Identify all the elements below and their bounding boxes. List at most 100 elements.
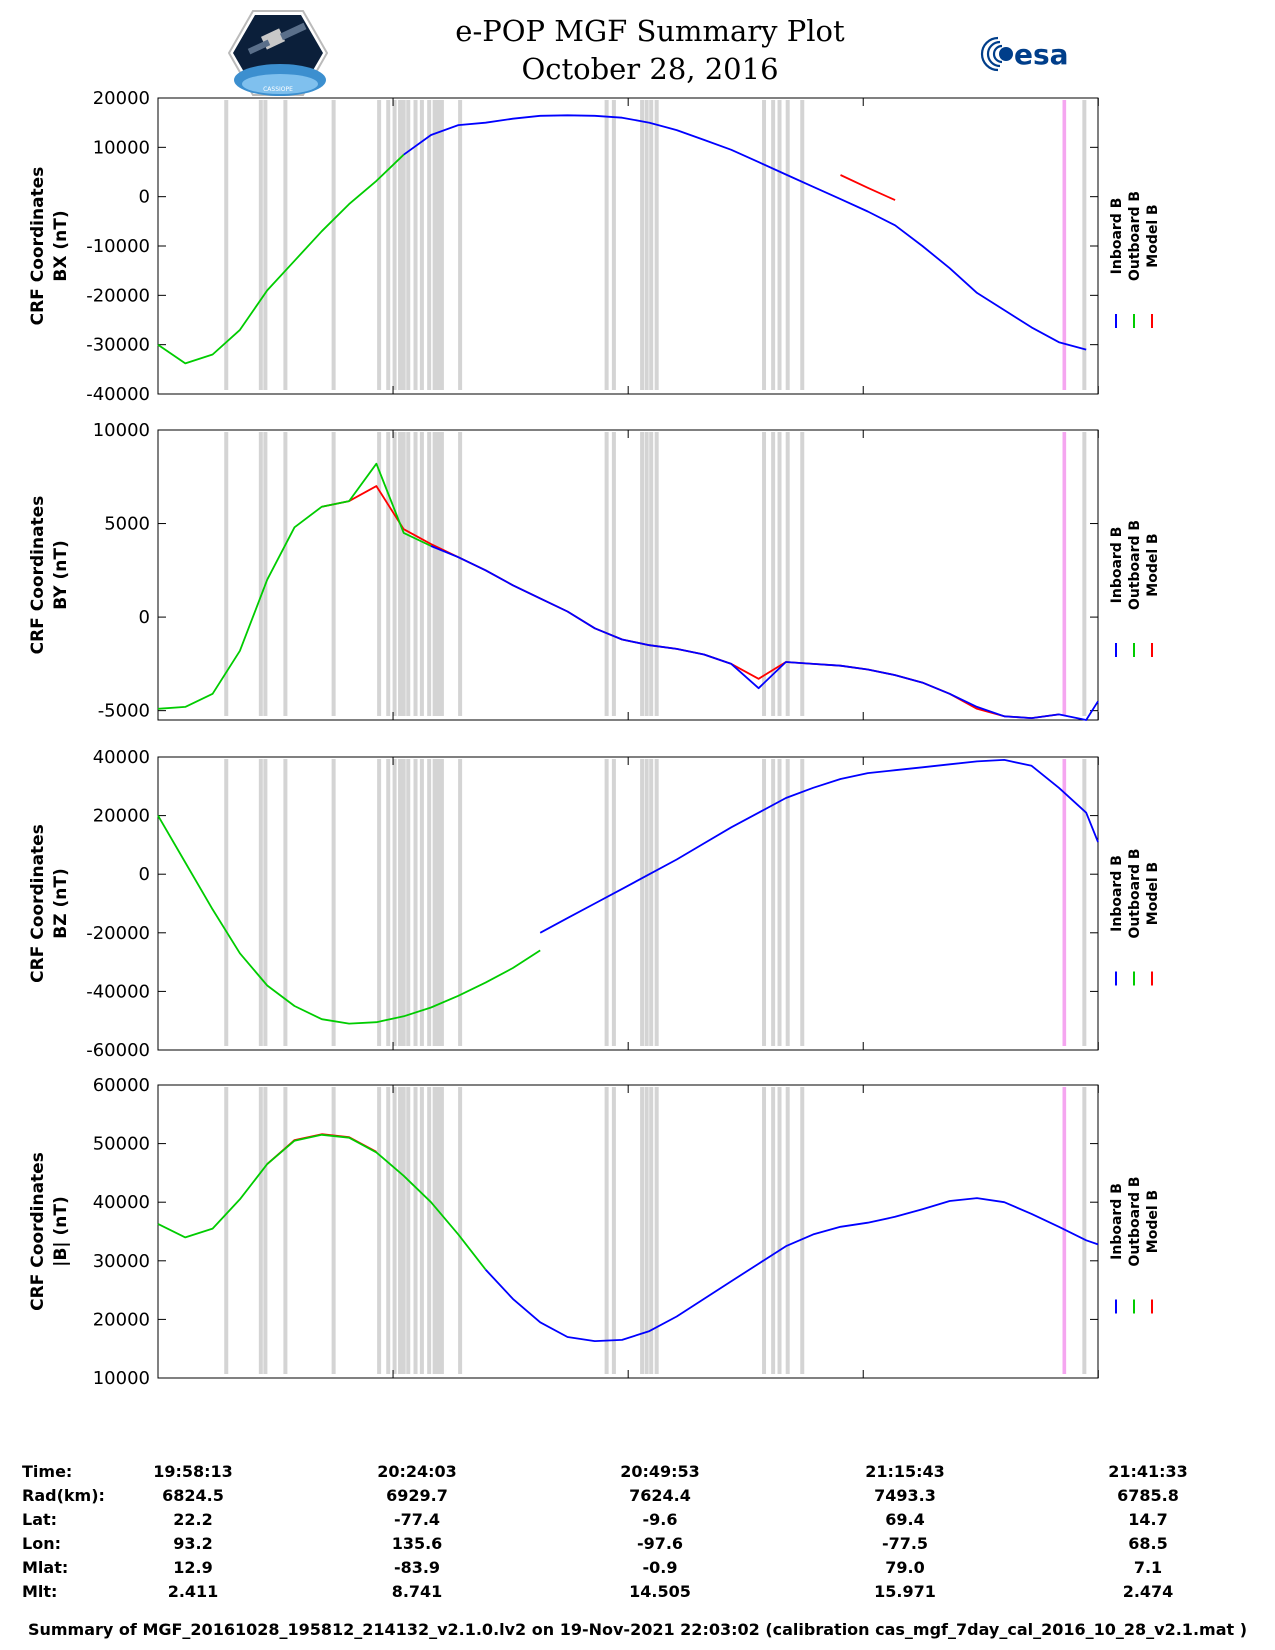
time-value: 20:49:53 — [620, 1462, 700, 1481]
y-tick-label: -40000 — [86, 384, 150, 405]
mlt-value: 15.971 — [874, 1582, 936, 1601]
data-gap-band — [644, 100, 649, 390]
data-gap-band — [331, 100, 336, 390]
y-tick-label: 20000 — [93, 1309, 150, 1330]
mlat-value: 79.0 — [885, 1558, 925, 1577]
data-gap-band — [644, 759, 649, 1046]
data-gap-band — [654, 759, 659, 1046]
epop-logo: CASSIOPE — [228, 10, 328, 96]
data-gap-band — [649, 100, 654, 390]
legend-label: Model B — [1145, 1190, 1161, 1253]
ephemeris-row-rad: Rad(km): 6824.5 6929.7 7624.4 7493.3 678… — [0, 1486, 1275, 1510]
data-gap-band — [771, 432, 776, 716]
data-gap-band — [406, 100, 411, 390]
data-gap-band — [644, 432, 649, 716]
data-gap-band — [654, 1087, 659, 1374]
data-gap-band — [458, 432, 463, 716]
data-gap-band — [762, 100, 767, 390]
data-gap-band — [439, 432, 444, 716]
data-gap-band — [800, 100, 805, 390]
data-gap-band — [640, 759, 645, 1046]
data-gap-band — [398, 759, 403, 1046]
data-gap-band — [377, 759, 382, 1046]
data-gap-band — [777, 100, 782, 390]
footer-note: Summary of MGF_20161028_195812_214132_v2… — [27, 1620, 1248, 1639]
data-gap-band — [439, 1087, 444, 1374]
ephemeris-row-lon: Lon: 93.2 135.6 -97.6 -77.5 68.5 — [0, 1534, 1275, 1558]
y-tick-label: -20000 — [86, 923, 150, 944]
y-axis-label: |B| (nT) — [51, 1196, 71, 1267]
y-axis-label: CRF Coordinates — [28, 824, 48, 983]
legend-label: Model B — [1145, 533, 1161, 596]
event-band — [1062, 759, 1067, 1046]
data-gap-band — [649, 1087, 654, 1374]
y-tick-label: 0 — [139, 187, 150, 208]
lat-value: 69.4 — [885, 1510, 925, 1529]
mlt-value: 8.741 — [391, 1582, 443, 1601]
y-tick-label: 0 — [139, 607, 150, 628]
data-gap-band — [777, 1087, 782, 1374]
data-gap-band — [406, 759, 411, 1046]
event-band — [1062, 432, 1067, 716]
plot-frame — [157, 97, 1099, 395]
y-tick-label: -60000 — [86, 1040, 150, 1061]
data-gap-band — [377, 100, 382, 390]
esa-logo-text: esa — [1014, 38, 1069, 71]
data-gap-band — [762, 1087, 767, 1374]
series-line-outboard-b — [157, 1133, 487, 1271]
y-tick-label: 10000 — [93, 1368, 150, 1389]
plot-frame — [157, 756, 1099, 1051]
row-label-mlt: Mlt: — [22, 1582, 58, 1601]
title-line-2: October 28, 2016 — [521, 52, 779, 86]
data-gap-band — [432, 100, 437, 390]
data-gap-band — [413, 759, 418, 1046]
data-gap-band — [413, 100, 418, 390]
lat-value: 22.2 — [173, 1510, 213, 1529]
data-gap-band — [283, 1087, 288, 1374]
y-tick-label: -30000 — [86, 335, 150, 356]
legend-label: Model B — [1145, 862, 1161, 925]
legend-label: Inboard B — [1109, 527, 1125, 604]
data-gap-band — [401, 100, 406, 390]
time-value: 20:24:03 — [377, 1462, 457, 1481]
series-line-inboard-b — [539, 759, 1099, 934]
legend-label: Inboard B — [1109, 855, 1125, 932]
time-value: 21:15:43 — [865, 1462, 945, 1481]
data-gap-band — [427, 1087, 432, 1374]
plot-frame — [157, 1084, 1099, 1379]
data-gap-band — [331, 432, 336, 716]
data-gap-band — [224, 759, 229, 1046]
lat-value: 14.7 — [1128, 1510, 1168, 1529]
data-gap-band — [771, 1087, 776, 1374]
lon-value: -97.6 — [636, 1534, 684, 1553]
data-gap-band — [649, 432, 654, 716]
plot-frame — [157, 429, 1099, 721]
rad-value: 6824.5 — [162, 1486, 224, 1505]
row-label-time: Time: — [22, 1462, 73, 1481]
data-gap-band — [331, 1087, 336, 1374]
data-gap-band — [258, 759, 263, 1046]
time-value: 19:58:13 — [153, 1462, 233, 1481]
series-line-inboard-b — [430, 545, 1099, 721]
data-gap-band — [398, 1087, 403, 1374]
data-gap-band — [413, 1087, 418, 1374]
legend-label: Inboard B — [1109, 1183, 1125, 1260]
y-axis-label: CRF Coordinates — [28, 1152, 48, 1311]
data-gap-band — [406, 432, 411, 716]
data-gap-band — [1082, 100, 1087, 390]
y-axis-label: BY (nT) — [51, 540, 71, 610]
data-gap-band — [419, 759, 424, 1046]
mlt-value: 2.474 — [1122, 1582, 1174, 1601]
data-gap-band — [392, 1087, 397, 1374]
row-label-mlat: Mlat: — [22, 1558, 69, 1577]
data-gap-band — [406, 1087, 411, 1374]
event-band — [1062, 100, 1067, 390]
mlat-value: 12.9 — [173, 1558, 213, 1577]
epop-logo-text: CASSIOPE — [263, 86, 293, 93]
data-gap-band — [386, 759, 391, 1046]
data-gap-band — [392, 100, 397, 390]
lat-value: -9.6 — [642, 1510, 678, 1529]
legend-label: Outboard B — [1127, 191, 1143, 281]
data-gap-band — [762, 432, 767, 716]
time-value: 21:41:33 — [1108, 1462, 1188, 1481]
